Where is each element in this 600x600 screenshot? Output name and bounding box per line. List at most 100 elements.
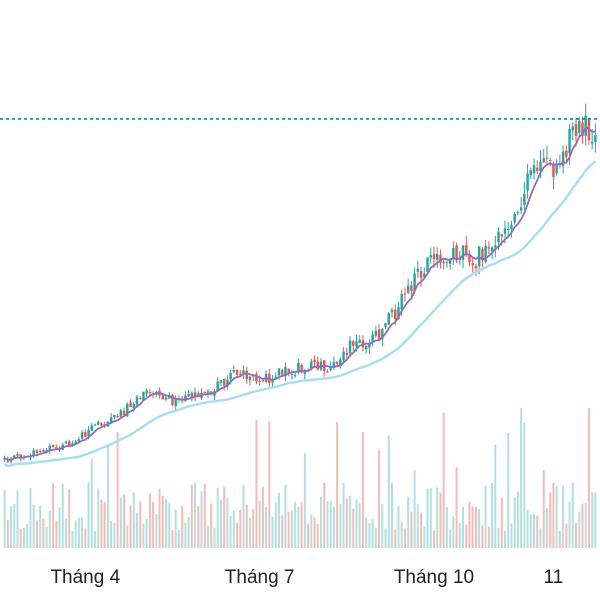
candlestick: [578, 116, 581, 137]
volume-bar: [387, 435, 390, 548]
volume-bar: [55, 520, 58, 548]
candle-body: [429, 255, 432, 258]
candle-body: [232, 370, 236, 372]
volume-bar: [213, 527, 216, 548]
candle-body: [348, 340, 352, 354]
candle-body: [90, 425, 93, 431]
candle-body: [300, 364, 303, 373]
volume-bar: [42, 518, 45, 548]
volume-bar: [197, 505, 200, 548]
candlestick: [364, 344, 368, 354]
candle-body: [245, 370, 248, 380]
volume-bar: [400, 521, 403, 548]
volume-bar: [219, 499, 222, 548]
volume-bar: [504, 530, 506, 548]
candlestick: [264, 370, 268, 384]
volume-bar: [539, 528, 542, 548]
volume-bar: [232, 510, 235, 548]
volume-bar: [35, 520, 38, 548]
candle-body: [29, 456, 32, 458]
candlestick: [555, 158, 558, 176]
volume-bar: [416, 503, 419, 548]
volume-bar: [465, 524, 468, 548]
volume-bar: [323, 482, 326, 548]
volume-bar: [168, 502, 171, 548]
candlestick: [339, 357, 342, 369]
volume-bar: [500, 497, 503, 548]
volume-bar: [575, 522, 577, 548]
candle-body: [526, 173, 529, 191]
candle-body: [193, 392, 197, 398]
volume-bar: [16, 489, 19, 548]
candlestick: [213, 388, 216, 401]
candlesticks: [3, 103, 597, 464]
candlestick: [371, 330, 374, 347]
candle-body: [523, 193, 526, 206]
volume-bar: [332, 506, 335, 548]
candle-body: [339, 359, 342, 365]
volume-bar: [365, 517, 368, 548]
candlestick: [232, 365, 236, 374]
candlestick: [429, 247, 432, 264]
candlestick: [377, 324, 381, 341]
volume-bar: [281, 515, 284, 548]
candlestick: [416, 260, 420, 278]
candle-body: [226, 379, 229, 387]
candlestick: [138, 396, 142, 400]
volume-bar: [190, 484, 193, 548]
candle-body: [484, 246, 487, 262]
candle-body: [377, 329, 381, 340]
candle-body: [242, 370, 245, 375]
candlestick: [67, 439, 71, 447]
volume-bar: [119, 497, 122, 548]
candlestick: [358, 335, 361, 344]
volume-bar: [471, 506, 474, 548]
volume-bar: [474, 506, 477, 548]
volume-bar: [290, 510, 293, 548]
candle-body: [345, 352, 349, 355]
volume-bar: [413, 470, 416, 548]
volume-bar: [142, 523, 145, 548]
volume-bar: [3, 489, 6, 548]
candle-body: [313, 360, 316, 363]
volume-bar: [316, 523, 319, 548]
candlestick: [552, 161, 555, 190]
candlestick: [403, 287, 407, 302]
volume-bar: [462, 506, 464, 548]
candle-body: [439, 255, 442, 263]
candle-body: [316, 361, 319, 370]
volume-bar: [326, 501, 329, 548]
volume-bar: [555, 485, 558, 548]
candlestick: [255, 371, 258, 385]
volume-bar: [558, 531, 561, 548]
candlestick: [235, 369, 239, 377]
candlestick: [35, 449, 39, 456]
candle-body: [371, 334, 374, 343]
candle-body: [219, 380, 223, 384]
volume-bar: [533, 513, 536, 548]
candlestick: [484, 239, 487, 264]
volume-bar: [516, 491, 519, 548]
candle-body: [77, 439, 81, 442]
volume-bar: [549, 492, 552, 548]
candlestick: [423, 267, 426, 278]
volume-bar: [584, 502, 587, 548]
candlestick: [445, 260, 449, 268]
candlestick: [352, 339, 355, 351]
candle-body: [197, 393, 200, 397]
candle-body: [542, 157, 545, 163]
candlestick: [326, 369, 329, 373]
candlestick: [129, 399, 132, 407]
volume-bar: [578, 511, 581, 548]
volume-bar: [210, 503, 213, 548]
candle-body: [122, 411, 126, 416]
candle-body: [471, 263, 474, 266]
candle-body: [455, 245, 458, 261]
candle-body: [419, 271, 423, 279]
candlestick: [322, 359, 326, 377]
volume-bar: [6, 519, 9, 548]
volume-bar: [478, 508, 481, 548]
candle-body: [571, 126, 575, 131]
candle-body: [555, 164, 558, 174]
volume-bar: [397, 505, 400, 548]
